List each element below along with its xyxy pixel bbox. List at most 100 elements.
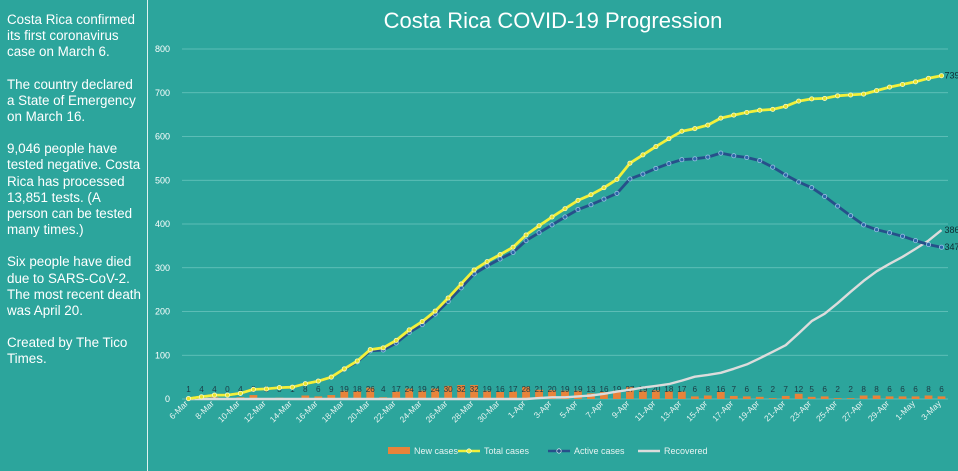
total-cases-point [380, 345, 386, 351]
total-cases-point [822, 95, 828, 101]
bar-new-cases [807, 396, 816, 399]
sidebar-divider [147, 0, 148, 471]
x-tick-label: 23-Apr [788, 398, 813, 423]
bar-new-cases [742, 396, 751, 399]
bar-new-cases [716, 392, 725, 399]
x-tick-label: 15-Apr [684, 398, 709, 423]
bar-new-cases [911, 396, 920, 399]
new-cases-data-label: 24 [405, 385, 415, 394]
x-tick-label: 19-Apr [736, 398, 761, 423]
total-cases-point [757, 107, 763, 113]
bar-new-cases [859, 395, 868, 399]
active-cases-point [510, 249, 516, 255]
active-cases-point [770, 164, 776, 170]
new-cases-data-label: 1 [186, 385, 191, 394]
total-cases-point [770, 106, 776, 112]
x-tick-label: 26-Mar [423, 398, 449, 424]
total-cases-point [289, 384, 295, 390]
bar-new-cases [833, 398, 842, 399]
total-cases-point [185, 396, 191, 402]
total-cases-point [263, 386, 269, 392]
total-cases-point [315, 378, 321, 384]
x-tick-label: 27-Apr [840, 398, 865, 423]
active-cases-point [549, 222, 555, 228]
new-cases-data-label: 8 [861, 385, 866, 394]
x-tick-label: 28-Mar [449, 398, 475, 424]
new-cases-data-label: 20 [547, 385, 557, 394]
total-cases-point [458, 281, 464, 287]
x-tick-label: 17-Apr [710, 398, 735, 423]
new-cases-data-label: 4 [212, 385, 217, 394]
x-tick-label: 7-Apr [584, 398, 606, 420]
y-tick-label: 400 [155, 219, 170, 229]
bar-new-cases [794, 393, 803, 399]
new-cases-data-label: 12 [794, 385, 804, 394]
total-cases-point [276, 385, 282, 391]
bar-new-cases [340, 390, 349, 399]
total-cases-point [367, 347, 373, 353]
x-tick-label: 22-Mar [372, 398, 398, 424]
bar-new-cases [677, 391, 686, 399]
new-cases-data-label: 8 [874, 385, 879, 394]
bar-new-cases [457, 385, 466, 399]
x-tick-label: 24-Mar [397, 398, 423, 424]
total-cases-point [198, 394, 204, 400]
new-cases-data-label: 19 [418, 385, 428, 394]
bar-new-cases [690, 396, 699, 399]
bar-new-cases [509, 391, 517, 399]
active-cases-point [757, 158, 763, 164]
active-cases-end-label: 347 [945, 242, 958, 252]
x-tick-label: 16-Mar [294, 398, 320, 424]
active-cases-point [848, 213, 854, 219]
active-cases-point [679, 157, 685, 163]
bar-new-cases [872, 395, 881, 399]
total-cases-point [783, 103, 789, 109]
active-cases-point [796, 179, 802, 185]
bar-new-cases [405, 388, 414, 399]
new-cases-data-label: 32 [470, 385, 480, 394]
total-cases-point [926, 75, 932, 81]
new-cases-data-label: 13 [586, 385, 596, 394]
total-cases-point [419, 319, 425, 325]
new-cases-data-label: 6 [939, 385, 944, 394]
bar-new-cases [613, 390, 621, 399]
new-cases-data-label: 24 [431, 385, 441, 394]
new-cases-data-label: 2 [770, 385, 775, 394]
total-cases-point [237, 390, 243, 396]
active-cases-point [601, 196, 607, 202]
new-cases-data-label: 19 [560, 385, 570, 394]
active-cases-point [523, 238, 529, 244]
total-cases-point [250, 386, 256, 392]
bar-new-cases [755, 396, 764, 399]
new-cases-data-label: 4 [238, 385, 243, 394]
total-cases-point [679, 128, 685, 134]
active-cases-line [188, 151, 942, 400]
total-cases-point [627, 160, 633, 166]
new-cases-data-label: 30 [444, 385, 454, 394]
x-tick-label: 10-Mar [216, 398, 242, 424]
total-cases-point [601, 185, 607, 191]
total-cases-point [705, 122, 711, 128]
legend-active-cases-marker [556, 448, 562, 454]
active-cases-point [588, 202, 594, 208]
x-tick-label: 3-Apr [532, 398, 554, 420]
total-cases-point [549, 214, 555, 220]
total-cases-point [562, 206, 568, 212]
bar-new-cases [327, 395, 336, 399]
total-cases-point [640, 152, 646, 158]
new-cases-data-label: 17 [677, 385, 687, 394]
new-cases-data-label: 26 [366, 385, 376, 394]
new-cases-data-label: 19 [638, 385, 648, 394]
x-tick-label: 1-May [893, 398, 917, 422]
total-cases-point [302, 381, 308, 387]
total-cases-point [913, 79, 919, 85]
x-tick-label: 6-Mar [167, 398, 190, 421]
new-cases-data-label: 6 [900, 385, 905, 394]
bar-new-cases [664, 391, 673, 399]
total-cases-point [497, 252, 503, 258]
x-tick-label: 21-Apr [762, 398, 787, 423]
active-cases-point [653, 165, 659, 171]
new-cases-data-label: 7 [783, 385, 788, 394]
new-cases-data-label: 8 [706, 385, 711, 394]
x-tick-label: 1-Apr [506, 398, 528, 420]
